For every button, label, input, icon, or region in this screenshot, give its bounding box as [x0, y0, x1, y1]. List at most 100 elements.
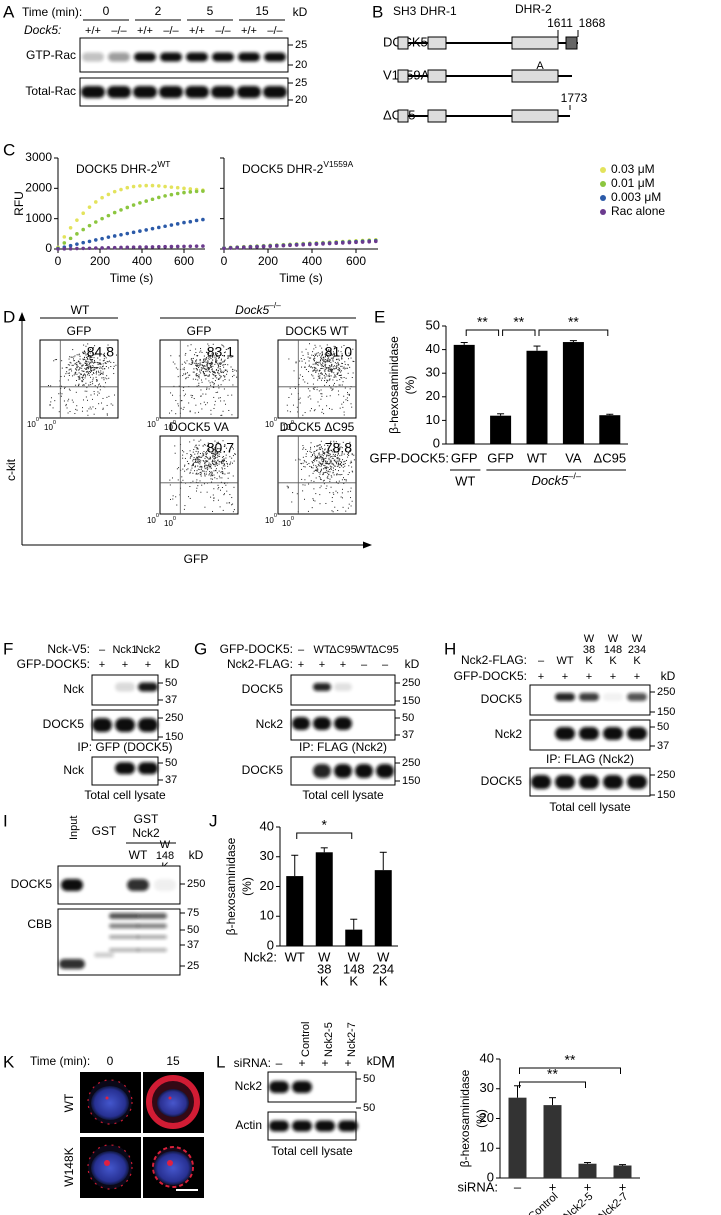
lane-label: + [610, 671, 616, 683]
lane-label: 234 [628, 644, 646, 656]
event-dot [315, 371, 317, 373]
event-dot [75, 384, 77, 386]
event-dot [223, 464, 225, 466]
event-dot [197, 365, 199, 367]
event-dot [187, 372, 189, 374]
event-dot [85, 354, 87, 356]
event-dot [197, 447, 199, 449]
event-dot [229, 464, 231, 466]
event-dot [88, 355, 90, 357]
event-dot [320, 372, 322, 374]
caption: Total cell lysate [84, 788, 166, 802]
domain [397, 36, 409, 50]
event-dot [313, 464, 315, 466]
event-dot [324, 376, 326, 378]
event-dot [341, 384, 343, 386]
data-point [125, 185, 130, 190]
event-dot [194, 354, 196, 356]
event-dot [85, 375, 87, 377]
event-dot [334, 347, 336, 349]
event-dot [99, 363, 101, 365]
event-dot [298, 377, 300, 379]
band [186, 52, 208, 62]
band [531, 775, 551, 789]
event-dot [331, 466, 333, 468]
event-dot [203, 443, 205, 445]
x-tick-label: 0 [221, 254, 228, 268]
event-dot [327, 353, 329, 355]
event-dot [172, 498, 174, 500]
label: 1611 [547, 16, 573, 30]
label: siRNA: [234, 1056, 271, 1070]
event-dot [326, 485, 328, 487]
event-dot [324, 361, 326, 363]
event-dot [313, 370, 315, 372]
event-dot [324, 365, 326, 367]
event-dot [324, 384, 326, 386]
band [579, 693, 599, 701]
band [355, 764, 373, 778]
event-dot [196, 354, 198, 356]
event-dot [212, 463, 214, 465]
event-dot [196, 385, 198, 387]
event-dot [325, 361, 327, 363]
event-dot [318, 370, 320, 372]
event-dot [91, 361, 93, 363]
event-dot [213, 382, 215, 384]
band [115, 762, 135, 775]
event-dot [192, 357, 194, 359]
label-main: 10 [147, 516, 156, 525]
event-dot [313, 377, 315, 379]
event-dot [86, 367, 88, 369]
data-point [131, 230, 136, 235]
event-dot [321, 377, 323, 379]
event-dot [328, 373, 330, 375]
event-dot [101, 367, 103, 369]
event-dot [347, 393, 349, 395]
event-dot [214, 452, 216, 454]
data-point [163, 224, 167, 229]
significance-bracket [502, 329, 536, 336]
event-dot [325, 467, 327, 469]
event-dot [328, 349, 330, 351]
event-dot [339, 458, 341, 460]
event-dot [341, 453, 343, 455]
event-dot [192, 480, 194, 482]
event-dot [332, 472, 334, 474]
event-dot [303, 447, 305, 449]
event-dot [235, 453, 237, 455]
legend-label: 0.003 μM [611, 190, 661, 204]
lane-label: –/– [163, 25, 179, 37]
event-dot [340, 446, 342, 448]
event-dot [333, 445, 335, 447]
event-dot [218, 451, 220, 453]
lane-label: + [344, 1056, 351, 1070]
data-point [150, 226, 155, 231]
event-dot [212, 453, 214, 455]
caption: Total cell lysate [549, 800, 631, 814]
event-dot [320, 393, 322, 395]
event-dot [319, 457, 321, 459]
event-dot [223, 459, 225, 461]
label: GFP [187, 324, 212, 338]
event-dot [332, 360, 334, 362]
event-dot [348, 472, 350, 474]
event-dot [339, 384, 341, 386]
event-dot [90, 367, 92, 369]
data-point [157, 244, 161, 249]
event-dot [352, 372, 354, 374]
event-dot [206, 363, 208, 365]
event-dot [323, 360, 325, 362]
label-sup: 0 [291, 420, 294, 426]
event-dot [215, 463, 217, 465]
event-dot [213, 497, 215, 499]
event-dot [286, 485, 288, 487]
data-point [182, 220, 186, 225]
event-dot [76, 367, 78, 369]
event-dot [227, 364, 229, 366]
event-dot [231, 457, 233, 459]
event-dot [219, 489, 221, 491]
event-dot [321, 464, 323, 466]
event-dot [211, 447, 213, 449]
event-dot [218, 366, 220, 368]
